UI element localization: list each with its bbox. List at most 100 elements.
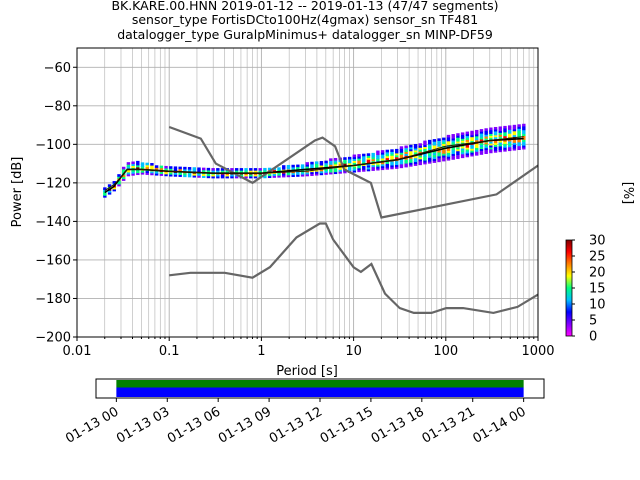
density-cell xyxy=(465,135,470,139)
density-cell xyxy=(371,166,375,169)
density-cell xyxy=(258,170,262,173)
density-cell xyxy=(498,141,502,145)
density-cell xyxy=(418,158,422,162)
density-cell xyxy=(305,164,309,167)
density-cell xyxy=(319,168,324,172)
density-cell xyxy=(338,169,342,172)
density-cell xyxy=(390,153,394,156)
density-cell xyxy=(239,170,244,173)
y-tick-label: −120 xyxy=(35,176,71,191)
density-cell xyxy=(117,179,121,183)
density-cell xyxy=(522,125,526,129)
density-cell xyxy=(493,144,498,147)
density-cell xyxy=(140,162,145,165)
density-cell xyxy=(470,130,474,134)
density-cell xyxy=(479,138,484,142)
density-cell xyxy=(380,157,385,161)
density-cell xyxy=(484,134,488,137)
density-cell xyxy=(357,154,361,157)
density-cell xyxy=(305,171,309,175)
density-cell xyxy=(178,168,182,172)
density-cell xyxy=(145,172,149,175)
density-cell xyxy=(465,131,470,135)
density-cell xyxy=(522,123,526,127)
density-cell xyxy=(291,166,295,170)
density-cell xyxy=(324,160,328,164)
density-cell xyxy=(484,137,488,141)
density-cell xyxy=(319,172,324,176)
density-cell xyxy=(517,147,521,151)
density-cell xyxy=(432,142,437,146)
density-cell xyxy=(150,164,154,168)
mean-curve xyxy=(104,137,524,194)
density-cell xyxy=(390,160,394,164)
density-cell xyxy=(437,151,441,155)
density-cell xyxy=(380,161,385,165)
density-cell xyxy=(451,141,455,145)
density-cell xyxy=(507,146,512,150)
density-cell xyxy=(371,154,375,158)
density-cell xyxy=(324,168,328,171)
density-cell xyxy=(479,144,484,148)
density-cell xyxy=(314,172,319,176)
density-cell xyxy=(413,161,418,164)
density-cell xyxy=(498,126,502,130)
density-cell xyxy=(352,154,357,158)
coverage-processed xyxy=(116,380,524,388)
density-cell xyxy=(498,147,502,151)
density-cell xyxy=(475,135,479,139)
density-cell xyxy=(305,166,309,169)
density-cell xyxy=(211,169,215,173)
density-cell xyxy=(423,146,427,149)
density-cell xyxy=(456,154,460,158)
density-cell xyxy=(517,145,521,149)
density-cell xyxy=(507,142,512,146)
density-cell xyxy=(366,159,371,162)
colorbar-bar xyxy=(565,239,573,337)
density-cell xyxy=(404,149,408,152)
density-cell xyxy=(399,155,404,159)
density-cell xyxy=(234,175,239,179)
density-cell xyxy=(479,129,484,132)
density-cell xyxy=(140,172,145,175)
density-cell xyxy=(465,148,470,152)
density-cell xyxy=(432,139,437,142)
density-cell xyxy=(399,146,404,149)
density-cell xyxy=(489,140,493,144)
density-cell xyxy=(173,168,178,171)
density-cell xyxy=(136,172,140,176)
density-cell xyxy=(465,145,470,148)
density-cell xyxy=(343,157,347,160)
density-cell xyxy=(409,160,413,163)
density-cell xyxy=(357,167,361,171)
density-cell xyxy=(512,132,517,136)
density-cell xyxy=(423,157,427,161)
density-cell xyxy=(347,160,352,164)
density-cell xyxy=(484,135,488,139)
density-cell xyxy=(126,166,131,169)
density-cell xyxy=(460,132,465,135)
density-cell xyxy=(451,151,455,154)
density-cell xyxy=(475,137,479,141)
density-cell xyxy=(376,150,380,154)
density-cell xyxy=(380,167,385,171)
density-cell xyxy=(404,151,408,154)
density-cell xyxy=(216,173,220,177)
density-cell xyxy=(385,167,390,170)
density-cell xyxy=(423,148,427,151)
density-cell xyxy=(333,159,338,163)
density-cell xyxy=(489,131,493,134)
density-cell xyxy=(319,170,324,174)
density-cell xyxy=(352,160,357,163)
density-cell xyxy=(216,170,220,173)
ppsd-heatmap xyxy=(103,123,526,198)
density-cell xyxy=(427,143,432,147)
density-cell xyxy=(413,155,418,159)
density-cell xyxy=(362,159,366,163)
density-cell xyxy=(376,164,380,167)
density-cell xyxy=(126,173,131,177)
density-cell xyxy=(366,153,371,156)
timeline-tick-label: 01-13 18 xyxy=(369,404,427,446)
density-cell xyxy=(286,166,291,170)
density-cell xyxy=(329,160,333,163)
